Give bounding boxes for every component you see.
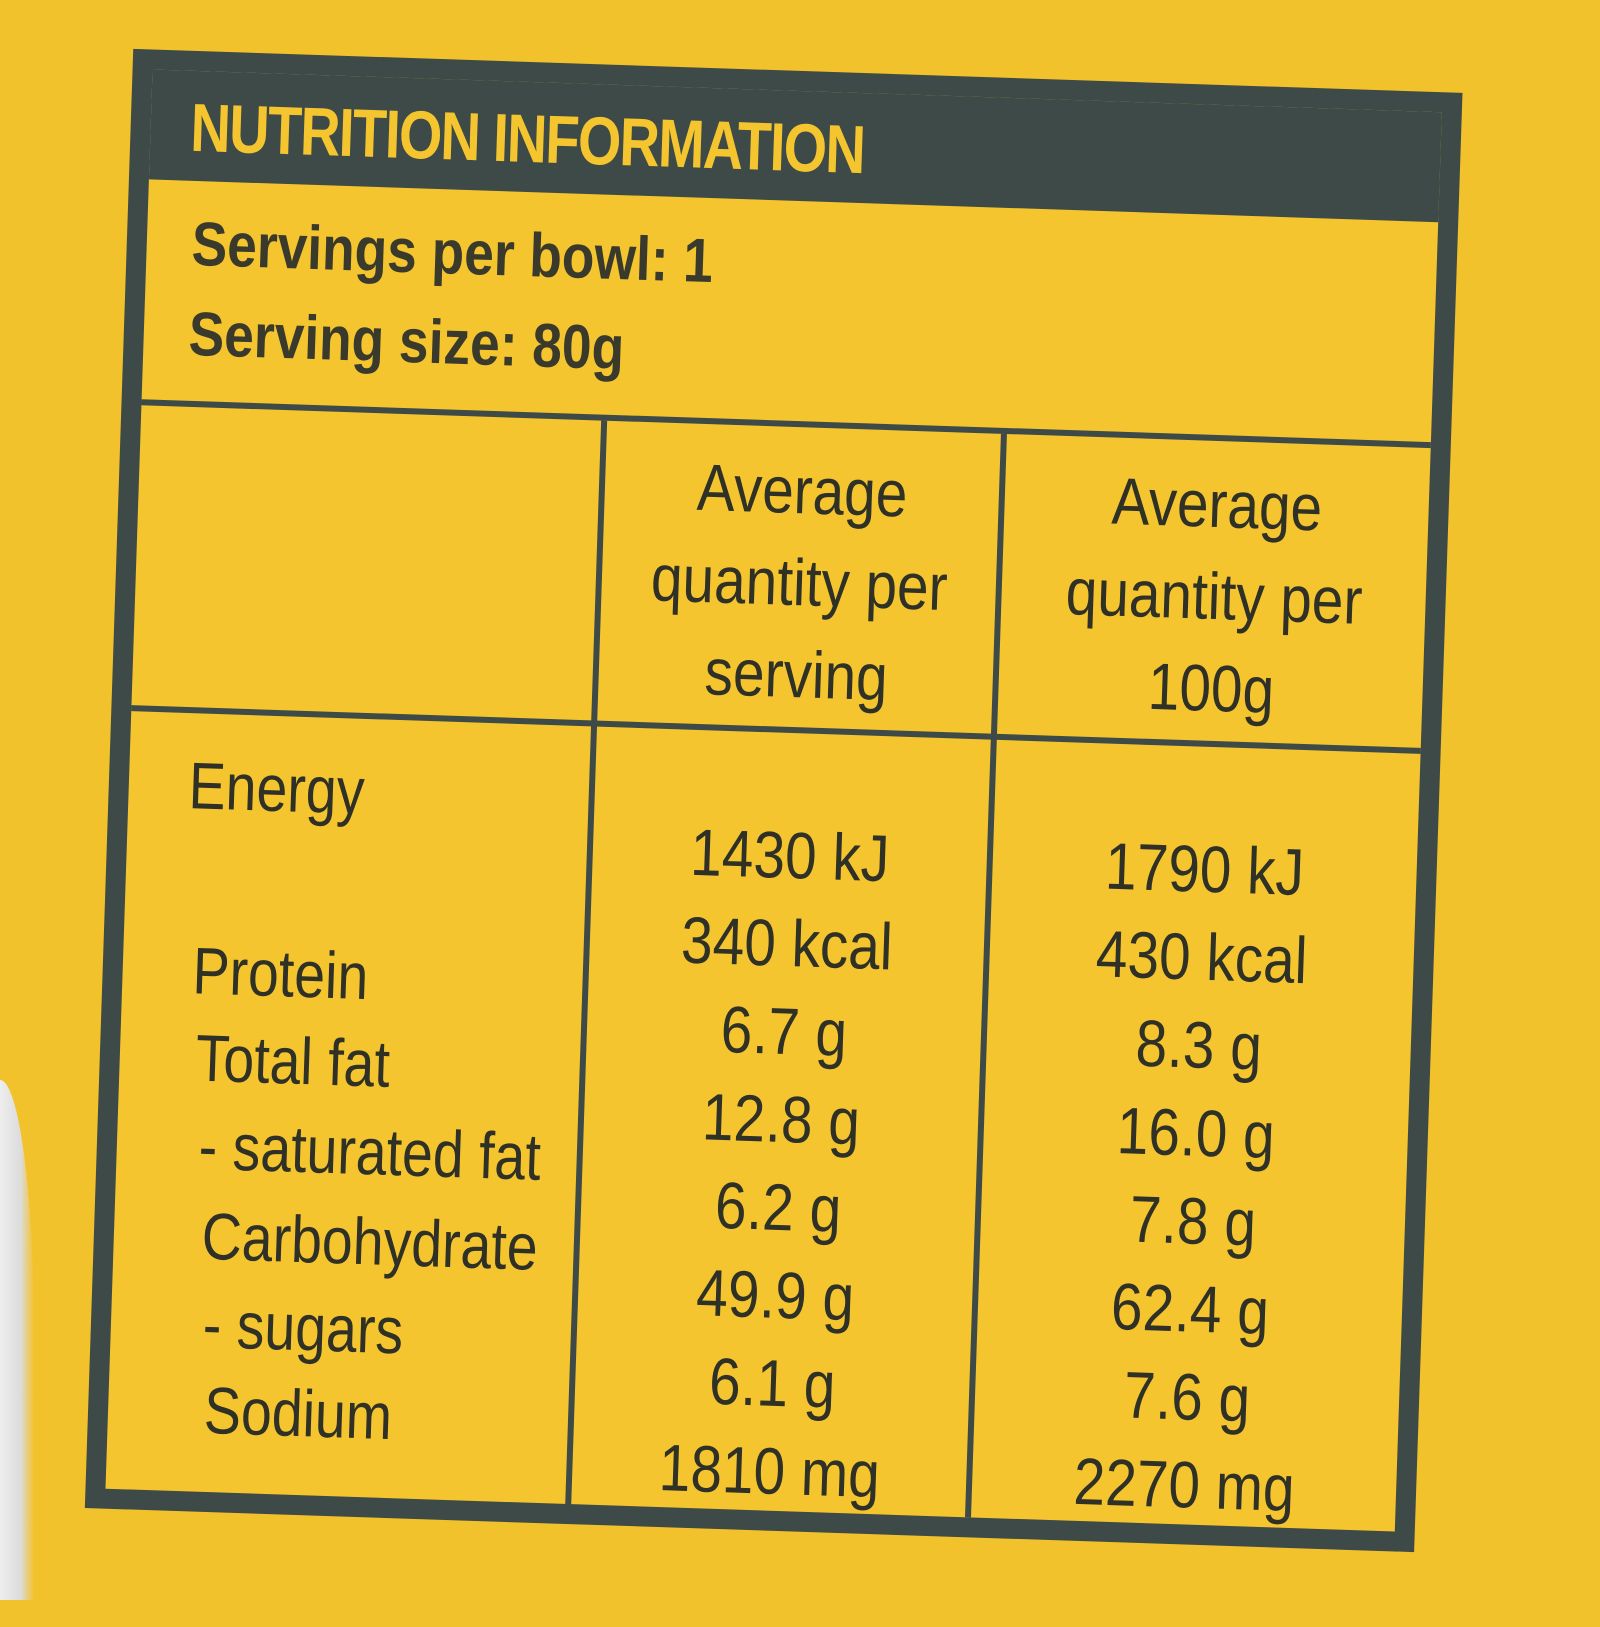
row-label-saturated-fat: - saturated fat [197, 1108, 543, 1194]
servings-per-bowl: Servings per bowl: 1 [190, 209, 715, 297]
row-label-protein: Protein [191, 933, 370, 1014]
header-line: quantity per [649, 540, 949, 625]
value-energy-kcal-100g: 430 kcal [1094, 916, 1309, 998]
value-carbohydrate-serving: 49.9 g [695, 1255, 856, 1335]
value-energy-kcal-serving: 340 kcal [680, 902, 894, 984]
nutrition-table: Average quantity per serving Average qua… [105, 405, 1430, 1531]
serving-size: Serving size: 80g [187, 299, 626, 384]
header-per-100g: Average quantity per 100g [997, 454, 1430, 738]
row-label-carbohydrate: Carbohydrate [200, 1198, 539, 1284]
value-sodium-100g: 2270 mg [1072, 1443, 1296, 1526]
row-label-total-fat: Total fat [194, 1020, 392, 1101]
value-protein-100g: 8.3 g [1134, 1005, 1264, 1084]
value-energy-kj-serving: 1430 kJ [689, 814, 891, 896]
row-label-sodium: Sodium [202, 1372, 394, 1454]
value-total-fat-serving: 12.8 g [701, 1079, 862, 1159]
value-total-fat-100g: 16.0 g [1115, 1093, 1276, 1173]
value-saturated-fat-serving: 6.2 g [713, 1167, 843, 1246]
value-protein-serving: 6.7 g [719, 991, 849, 1071]
row-label-sugars: - sugars [201, 1286, 405, 1368]
panel-title: NUTRITION INFORMATION [189, 89, 866, 189]
header-line: Average [695, 449, 909, 531]
value-sugars-serving: 6.1 g [708, 1343, 837, 1422]
header-line: serving [703, 634, 889, 715]
header-line: Average [1110, 463, 1324, 545]
value-carbohydrate-100g: 62.4 g [1109, 1268, 1271, 1349]
header-per-serving: Average quantity per serving [598, 441, 1001, 724]
header-line: quantity per [1064, 554, 1364, 638]
value-energy-kj-100g: 1790 kJ [1104, 828, 1306, 910]
serving-info: Servings per bowl: 1 Serving size: 80g [141, 179, 1439, 449]
row-label-energy: Energy [187, 748, 366, 828]
nutrition-panel: NUTRITION INFORMATION Servings per bowl:… [84, 48, 1463, 1553]
value-sodium-serving: 1810 mg [657, 1430, 882, 1512]
value-saturated-fat-100g: 7.8 g [1128, 1181, 1258, 1260]
header-line: 100g [1146, 648, 1275, 727]
value-sugars-100g: 7.6 g [1122, 1357, 1252, 1436]
